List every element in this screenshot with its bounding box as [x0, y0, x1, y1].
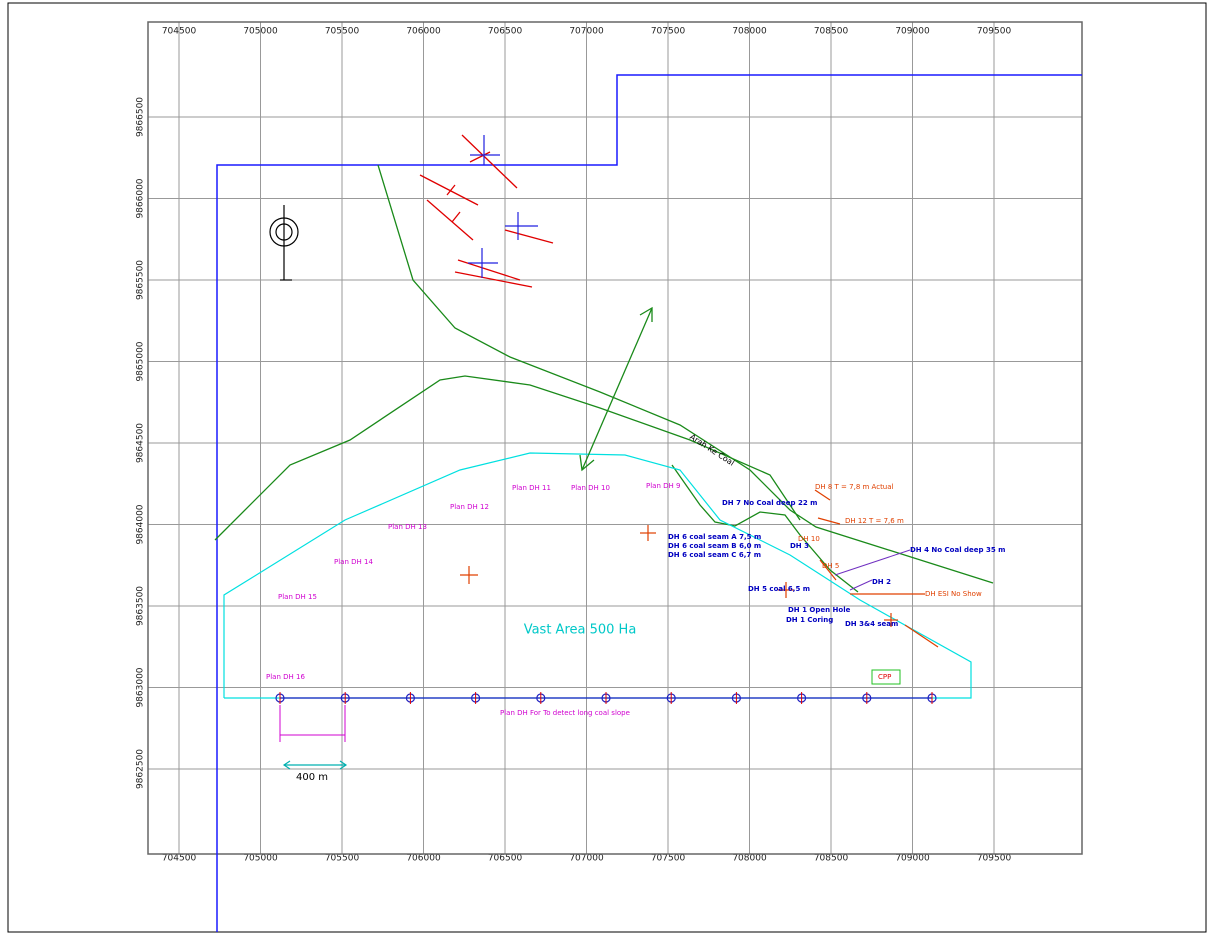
result-label: DH 12 T = 7,6 m — [845, 517, 904, 525]
x-tick-label: 709500 — [977, 854, 1012, 864]
cpp-site — [871, 669, 901, 685]
drill-label: DH 7 No Coal deep 22 m — [722, 499, 817, 507]
area-label: Vast Area 500 Ha — [524, 623, 637, 638]
scale-label: 400 m — [296, 772, 328, 783]
x-tick-label: 708500 — [814, 27, 849, 37]
x-tick-label: 707500 — [651, 27, 686, 37]
x-tick-label: 706500 — [488, 854, 523, 864]
y-tick-label: 9863000 — [136, 667, 146, 707]
plan-label: Plan DH 16 — [266, 673, 305, 681]
x-tick-label: 708000 — [732, 854, 767, 864]
x-tick-label: 707500 — [651, 854, 686, 864]
x-tick-label: 704500 — [162, 854, 197, 864]
result-label: DH 5 — [822, 562, 839, 570]
drill-label: DH 3 — [790, 542, 809, 550]
road — [377, 164, 994, 584]
map-frame — [147, 21, 1083, 855]
drill-label: DH 6 coal seam B 6,0 m — [668, 542, 761, 550]
plan-label: Plan DH 14 — [334, 558, 373, 566]
y-tick-label: 9863500 — [136, 586, 146, 626]
x-tick-label: 709000 — [895, 854, 930, 864]
x-tick-label: 707000 — [569, 854, 604, 864]
drill-label: DH 6 coal seam C 6,7 m — [668, 551, 761, 559]
plan-label: Plan DH 9 — [646, 482, 680, 490]
north-arrow — [269, 205, 299, 281]
drill-label: DH 1 Open Hole — [788, 606, 851, 614]
x-tick-label: 705500 — [325, 27, 360, 37]
x-tick-label: 706500 — [488, 27, 523, 37]
area-boundary — [223, 452, 972, 699]
y-tick-label: 9866500 — [136, 97, 146, 137]
drill-label: DH 5 coal 6,5 m — [748, 585, 810, 593]
x-tick-label: 709500 — [977, 27, 1012, 37]
y-tick-label: 9864500 — [136, 423, 146, 463]
page-frame — [7, 2, 1207, 933]
y-tick-label: 9862500 — [136, 749, 146, 789]
x-tick-label: 704500 — [162, 27, 197, 37]
grid: 704500 704500 705000 705000 705500 705500 7060… — [136, 22, 1082, 864]
drill-label: DH 3&4 seam — [845, 620, 898, 628]
y-tick-label: 9865000 — [136, 341, 146, 381]
result-label: DH 10 — [798, 535, 820, 543]
faults — [419, 134, 554, 288]
x-tick-label: 705000 — [243, 854, 278, 864]
drill-label: DH 2 — [872, 578, 891, 586]
x-tick-label: 705000 — [243, 27, 278, 37]
drill-points — [275, 692, 937, 704]
road — [214, 375, 801, 541]
plan-label: Plan DH 11 — [512, 484, 551, 492]
drill-label: DH 6 coal seam A 7,5 m — [668, 533, 761, 541]
crosses — [460, 489, 939, 648]
plan-label: Plan DH 15 — [278, 593, 317, 601]
concession-boundary — [216, 74, 1082, 932]
x-tick-label: 706000 — [406, 854, 441, 864]
x-tick-label: 707000 — [569, 27, 604, 37]
plan-label: Plan DH 13 — [388, 523, 427, 531]
x-tick-label: 709000 — [895, 27, 930, 37]
plan-label: Plan DH 12 — [450, 503, 489, 511]
x-tick-label: 706000 — [406, 27, 441, 37]
survey-marks — [468, 135, 538, 278]
outcrop-line — [671, 464, 859, 593]
y-tick-label: 9866000 — [136, 178, 146, 218]
road-label: Arah Ke Coal — [688, 432, 736, 467]
y-tick-label: 9865500 — [136, 260, 146, 300]
drill-label: DH 1 Coring — [786, 616, 833, 624]
drill-label: DH 4 No Coal deep 35 m — [910, 546, 1005, 554]
leader-lines — [834, 549, 911, 591]
x-tick-label: 708000 — [732, 27, 767, 37]
x-tick-label: 705500 — [325, 854, 360, 864]
scale-bar — [279, 705, 346, 742]
x-tick-label: 708500 — [814, 854, 849, 864]
result-label: DH 8 T = 7,8 m Actual — [815, 483, 894, 491]
plan-label: Plan DH 10 — [571, 484, 610, 492]
result-label: DH ESI No Show — [925, 590, 982, 598]
facility-label: CPP — [878, 673, 891, 681]
direction-arrow — [579, 306, 653, 472]
plan-label: Plan DH For To detect long coal slope — [500, 709, 630, 717]
scale-arrow — [282, 760, 348, 770]
y-tick-label: 9864000 — [136, 504, 146, 544]
